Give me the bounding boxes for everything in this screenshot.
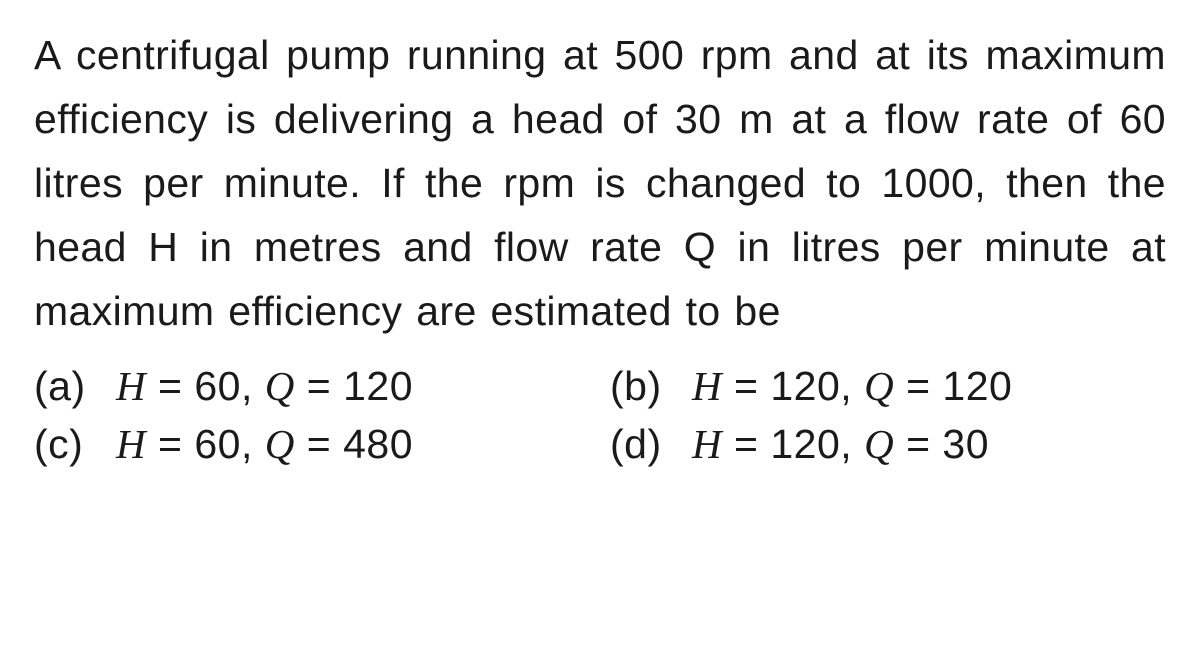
- option-a-H: 60: [194, 363, 241, 409]
- option-b-label: (b): [610, 363, 692, 410]
- question-stem: A centrifugal pump running at 500 rpm an…: [34, 24, 1166, 344]
- option-a-Q: 120: [343, 363, 413, 409]
- option-b-Q: 120: [942, 363, 1012, 409]
- option-d-label: (d): [610, 421, 692, 468]
- option-b: (b) H = 120, Q = 120: [610, 362, 1166, 410]
- symbol-Q: Q: [265, 363, 295, 409]
- symbol-H: H: [116, 363, 146, 409]
- symbol-Q: Q: [265, 421, 295, 467]
- option-b-H: 120: [770, 363, 840, 409]
- option-d: (d) H = 120, Q = 30: [610, 420, 1166, 468]
- option-c-Q: 480: [343, 421, 413, 467]
- option-a-label: (a): [34, 363, 116, 410]
- question-block: A centrifugal pump running at 500 rpm an…: [0, 0, 1200, 468]
- symbol-H: H: [692, 363, 722, 409]
- option-c: (c) H = 60, Q = 480: [34, 420, 590, 468]
- option-d-H: 120: [770, 421, 840, 467]
- option-c-H: 60: [194, 421, 241, 467]
- option-c-text: H = 60, Q = 480: [116, 420, 413, 468]
- option-d-Q: 30: [942, 421, 989, 467]
- option-b-text: H = 120, Q = 120: [692, 362, 1012, 410]
- symbol-Q: Q: [864, 363, 894, 409]
- symbol-H: H: [116, 421, 146, 467]
- symbol-Q: Q: [864, 421, 894, 467]
- option-a: (a) H = 60, Q = 120: [34, 362, 590, 410]
- option-a-text: H = 60, Q = 120: [116, 362, 413, 410]
- option-d-text: H = 120, Q = 30: [692, 420, 989, 468]
- option-c-label: (c): [34, 421, 116, 468]
- options-grid: (a) H = 60, Q = 120 (b) H = 120, Q = 120…: [34, 362, 1166, 468]
- symbol-H: H: [692, 421, 722, 467]
